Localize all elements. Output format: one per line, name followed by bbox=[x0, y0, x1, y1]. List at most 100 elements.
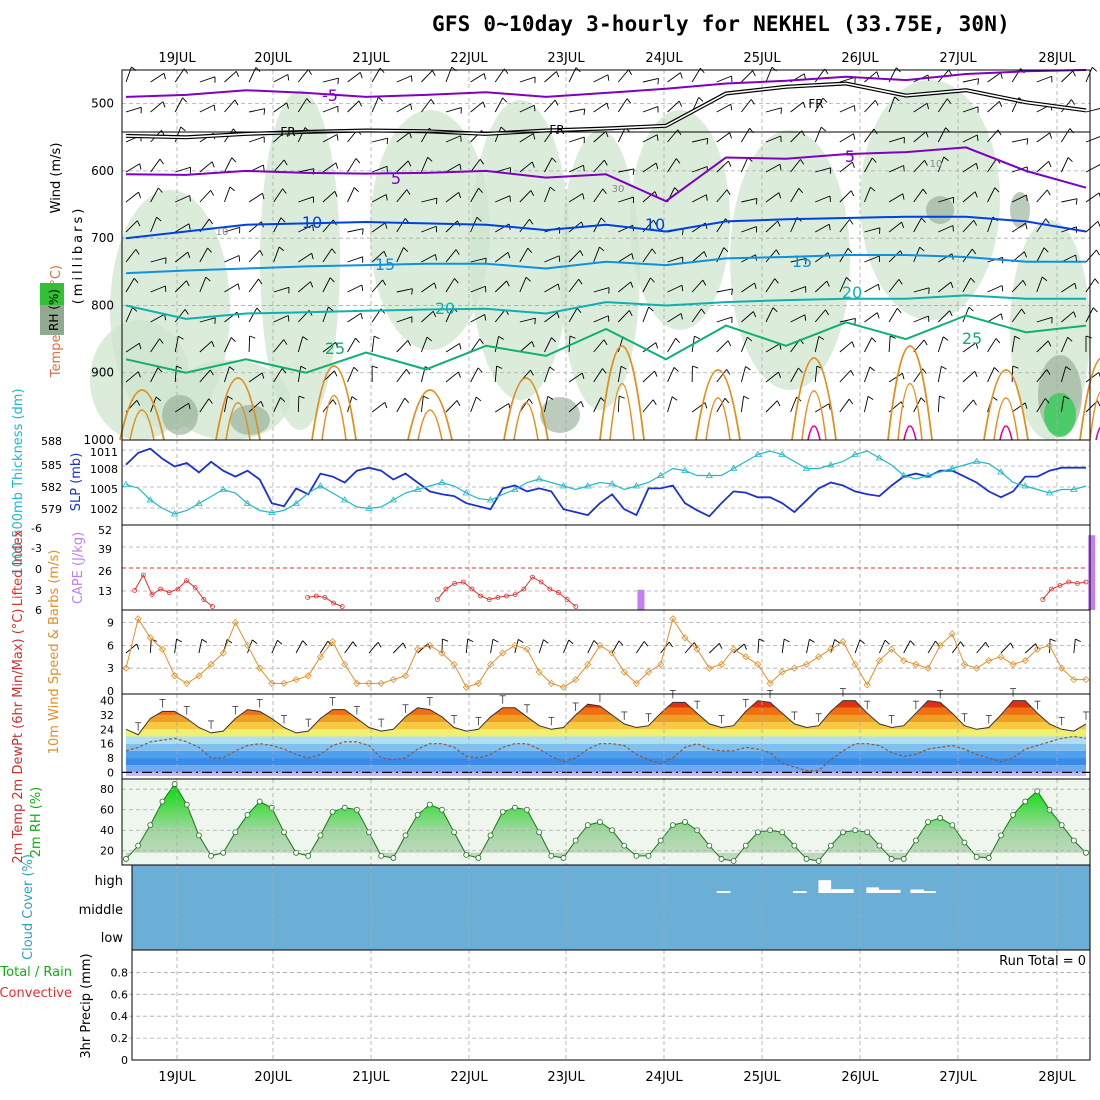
wind-barb bbox=[1085, 108, 1100, 113]
wind-barb bbox=[642, 162, 659, 173]
barb-flag bbox=[656, 134, 659, 141]
barb-shaft bbox=[716, 340, 729, 353]
thickness-marker bbox=[170, 510, 179, 517]
thickness-marker bbox=[195, 499, 203, 506]
wind-barb bbox=[150, 285, 167, 293]
barb-shaft bbox=[716, 189, 728, 203]
wind-barb bbox=[248, 307, 262, 323]
barb-shaft bbox=[1085, 108, 1100, 113]
barb-shaft bbox=[617, 395, 620, 413]
barb-flag bbox=[847, 247, 853, 254]
barb-shaft bbox=[125, 307, 133, 323]
wind-barb bbox=[544, 157, 557, 173]
wind-barb bbox=[814, 97, 828, 113]
rh2m-marker bbox=[657, 837, 664, 844]
wind-barb bbox=[421, 282, 437, 293]
wind-speed-marker bbox=[875, 657, 883, 665]
barb-flag bbox=[828, 403, 831, 410]
rh-dark-shade-2 bbox=[540, 397, 580, 433]
wind-barb bbox=[667, 337, 680, 353]
barb-flag bbox=[854, 105, 856, 112]
top-date-label-26JUL: 26JUL bbox=[841, 51, 879, 66]
wind-barb bbox=[667, 396, 678, 413]
barb-flag bbox=[1063, 395, 1070, 400]
barb-shaft bbox=[295, 640, 304, 654]
wind-barb bbox=[617, 69, 633, 83]
rh2m-marker bbox=[791, 842, 798, 849]
barb-flag bbox=[754, 282, 757, 289]
wind-speed-marker bbox=[1033, 645, 1041, 653]
rh2m-marker bbox=[256, 798, 263, 805]
thickness-marker bbox=[316, 482, 325, 489]
wind-barb bbox=[150, 313, 167, 323]
wind-barb bbox=[371, 250, 387, 263]
barb-flag bbox=[778, 192, 782, 199]
wind-barb bbox=[642, 106, 659, 113]
wind-barb bbox=[544, 99, 559, 113]
barb-shaft bbox=[938, 225, 954, 233]
wind-barb bbox=[765, 307, 778, 323]
barb-shaft bbox=[618, 196, 634, 203]
wind-barb bbox=[1060, 336, 1073, 353]
wind-barb bbox=[519, 76, 536, 84]
barb-shaft bbox=[815, 167, 831, 173]
barb-shaft bbox=[224, 99, 236, 113]
barb-shaft bbox=[987, 338, 997, 353]
barb-flag bbox=[208, 218, 214, 225]
rh2m-marker bbox=[669, 822, 676, 829]
barb-shaft bbox=[150, 257, 167, 263]
wind-barb bbox=[618, 168, 635, 175]
barb-flag bbox=[949, 310, 953, 317]
barb-flag bbox=[1085, 335, 1092, 339]
barb-flag bbox=[527, 247, 533, 253]
barb-flag bbox=[1065, 366, 1071, 371]
wind-barb bbox=[716, 103, 733, 113]
rh-shade-5 bbox=[630, 110, 730, 330]
barb-flag bbox=[694, 335, 700, 340]
rh2m-marker bbox=[123, 856, 129, 862]
barb-flag bbox=[975, 342, 979, 349]
rh2m-marker bbox=[475, 855, 482, 861]
upper-air-ytick-500: 500 bbox=[91, 97, 114, 111]
barb-shaft bbox=[445, 343, 460, 353]
barb-shaft bbox=[322, 105, 339, 113]
precip-ylabel-total: Total / Rain bbox=[0, 965, 72, 980]
barb-flag bbox=[551, 337, 557, 343]
wind-barb bbox=[839, 398, 854, 413]
barb-flag bbox=[890, 335, 896, 339]
barb-flag bbox=[238, 255, 241, 262]
barb-shaft bbox=[248, 372, 263, 383]
barb-shaft bbox=[125, 191, 139, 203]
barb-flag bbox=[211, 161, 215, 168]
wind-barb bbox=[864, 227, 881, 234]
barb-shaft bbox=[593, 102, 608, 113]
barb-flag bbox=[702, 279, 707, 286]
barb-flag bbox=[726, 189, 731, 196]
wind-barb bbox=[864, 283, 880, 293]
wind-barb bbox=[150, 216, 162, 233]
barb-flag bbox=[432, 70, 436, 77]
rh2m-marker bbox=[232, 829, 239, 836]
wind-barb bbox=[470, 367, 483, 383]
wind-barb bbox=[1036, 247, 1049, 263]
barb-shaft bbox=[593, 159, 605, 173]
barb-flag bbox=[259, 250, 264, 256]
wind-barb bbox=[470, 285, 487, 293]
barb-flag bbox=[329, 277, 335, 283]
wind-barb bbox=[1085, 192, 1100, 203]
wind-barb bbox=[716, 316, 733, 324]
wind-barb bbox=[864, 255, 881, 263]
top-date-label-22JUL: 22JUL bbox=[450, 51, 488, 66]
wind-barb bbox=[248, 372, 265, 383]
wind-barb bbox=[322, 134, 339, 143]
rh2m-marker bbox=[730, 858, 737, 864]
top-date-label-25JUL: 25JUL bbox=[743, 51, 781, 66]
cape-ylabel: CAPE (J/kg) bbox=[71, 532, 86, 604]
barb-flag bbox=[229, 366, 235, 371]
barb-shaft bbox=[273, 397, 281, 413]
wind-barb bbox=[494, 252, 511, 263]
barb-shaft bbox=[716, 316, 733, 323]
surface-wind-barb bbox=[854, 639, 865, 654]
wind-speed-marker bbox=[401, 672, 410, 680]
rh2m-marker bbox=[827, 842, 834, 849]
